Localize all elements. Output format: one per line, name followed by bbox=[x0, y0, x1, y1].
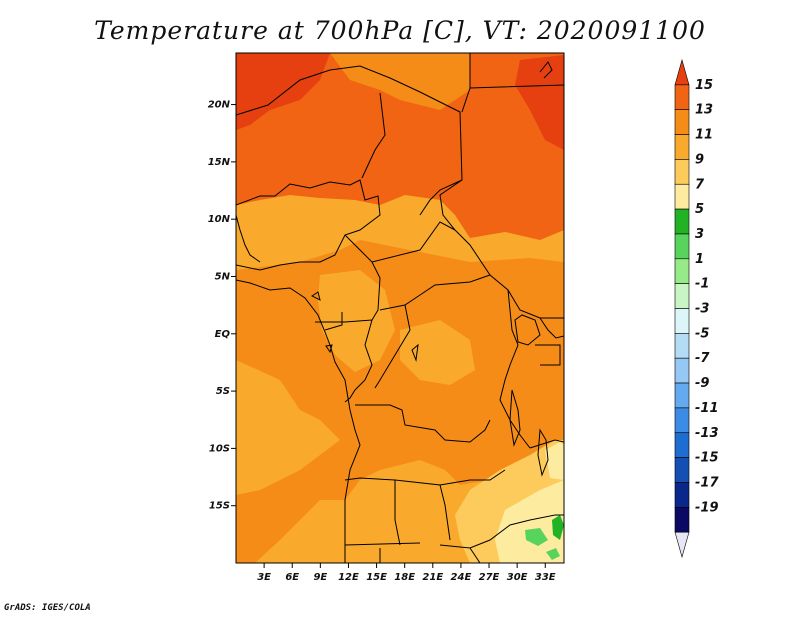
colorbar-swatch bbox=[674, 159, 690, 185]
colorbar-swatch bbox=[674, 283, 690, 309]
colorbar-label: -15 bbox=[695, 451, 719, 466]
colorbar-label: 15 bbox=[695, 78, 713, 93]
longitude-axis: 3E 6E 9E 12E 15E 18E 21E 24E 27E 30E 33E bbox=[257, 563, 556, 583]
lat-tick-label: 15S bbox=[209, 501, 230, 512]
lon-tick-label: 30E bbox=[507, 572, 528, 583]
colorbar-label: 11 bbox=[695, 128, 713, 143]
colorbar-swatch bbox=[674, 482, 690, 508]
colorbar-label: -11 bbox=[695, 401, 719, 416]
colorbar-label: -19 bbox=[695, 500, 719, 515]
lat-tick-label: 10N bbox=[208, 214, 231, 225]
country-borders bbox=[236, 53, 564, 563]
lat-tick-label: 10S bbox=[209, 443, 230, 454]
colorbar-swatch bbox=[674, 382, 690, 409]
colorbar-label: -5 bbox=[695, 326, 709, 341]
lat-tick-label: 15N bbox=[208, 157, 231, 168]
colorbar-label: -1 bbox=[695, 277, 709, 292]
lat-tick-label: 20N bbox=[208, 100, 231, 111]
colorbar-label: 9 bbox=[695, 152, 704, 167]
lon-tick-label: 3E bbox=[257, 572, 271, 583]
lat-tick-label: 5S bbox=[216, 386, 230, 397]
lon-tick-label: 24E bbox=[451, 572, 472, 583]
colorbar-label: -13 bbox=[695, 426, 719, 441]
colorbar-swatch bbox=[674, 531, 690, 559]
colorbar-label: -7 bbox=[695, 351, 710, 366]
colorbar-label: 3 bbox=[695, 227, 704, 242]
colorbar-label: 7 bbox=[695, 177, 705, 192]
colorbar-label: 5 bbox=[695, 202, 704, 217]
lat-tick-label: EQ bbox=[215, 329, 231, 340]
map-frame bbox=[235, 52, 565, 564]
colorbar-swatch bbox=[674, 208, 690, 235]
lon-tick-label: 15E bbox=[366, 572, 387, 583]
colorbar-swatch bbox=[674, 109, 690, 135]
colorbar-label: -3 bbox=[695, 302, 709, 317]
colorbar-swatch bbox=[674, 457, 690, 483]
latitude-axis: 20N 15N 10N 5N EQ 5S 10S 15S bbox=[208, 100, 236, 512]
lat-tick-label: 5N bbox=[215, 271, 231, 282]
colorbar: 15 13 11 9 7 5 3 1 -1 -3 -5 -7 -9 -11 -13 -15 -17 -19 bbox=[674, 58, 719, 559]
colorbar-swatch bbox=[674, 134, 690, 160]
chart-title: Temperature at 700hPa [C], VT: 202009110… bbox=[94, 16, 706, 45]
colorbar-label: 13 bbox=[695, 103, 713, 118]
colorbar-swatch bbox=[674, 407, 690, 434]
colorbar-swatch bbox=[674, 258, 690, 284]
lon-tick-label: 9E bbox=[313, 572, 327, 583]
colorbar-swatch bbox=[674, 58, 690, 86]
colorbar-swatch bbox=[674, 84, 690, 110]
lon-tick-label: 18E bbox=[394, 572, 415, 583]
colorbar-swatch bbox=[674, 357, 690, 384]
temperature-field bbox=[236, 53, 564, 563]
colorbar-swatch bbox=[674, 506, 690, 533]
grads-credit: GrADS: IGES/COLA bbox=[4, 603, 91, 613]
colorbar-label: -9 bbox=[695, 376, 709, 391]
lon-tick-label: 12E bbox=[338, 572, 359, 583]
lon-tick-label: 6E bbox=[285, 572, 299, 583]
colorbar-label: -17 bbox=[695, 475, 719, 490]
lon-tick-label: 27E bbox=[479, 572, 500, 583]
colorbar-label: 1 bbox=[695, 252, 704, 267]
colorbar-swatch bbox=[674, 233, 690, 260]
colorbar-swatch bbox=[674, 333, 690, 359]
colorbar-swatch bbox=[674, 183, 690, 210]
colorbar-swatch bbox=[674, 432, 690, 458]
lon-tick-label: 33E bbox=[535, 572, 556, 583]
colorbar-swatch bbox=[674, 308, 690, 334]
lon-tick-label: 21E bbox=[422, 572, 443, 583]
